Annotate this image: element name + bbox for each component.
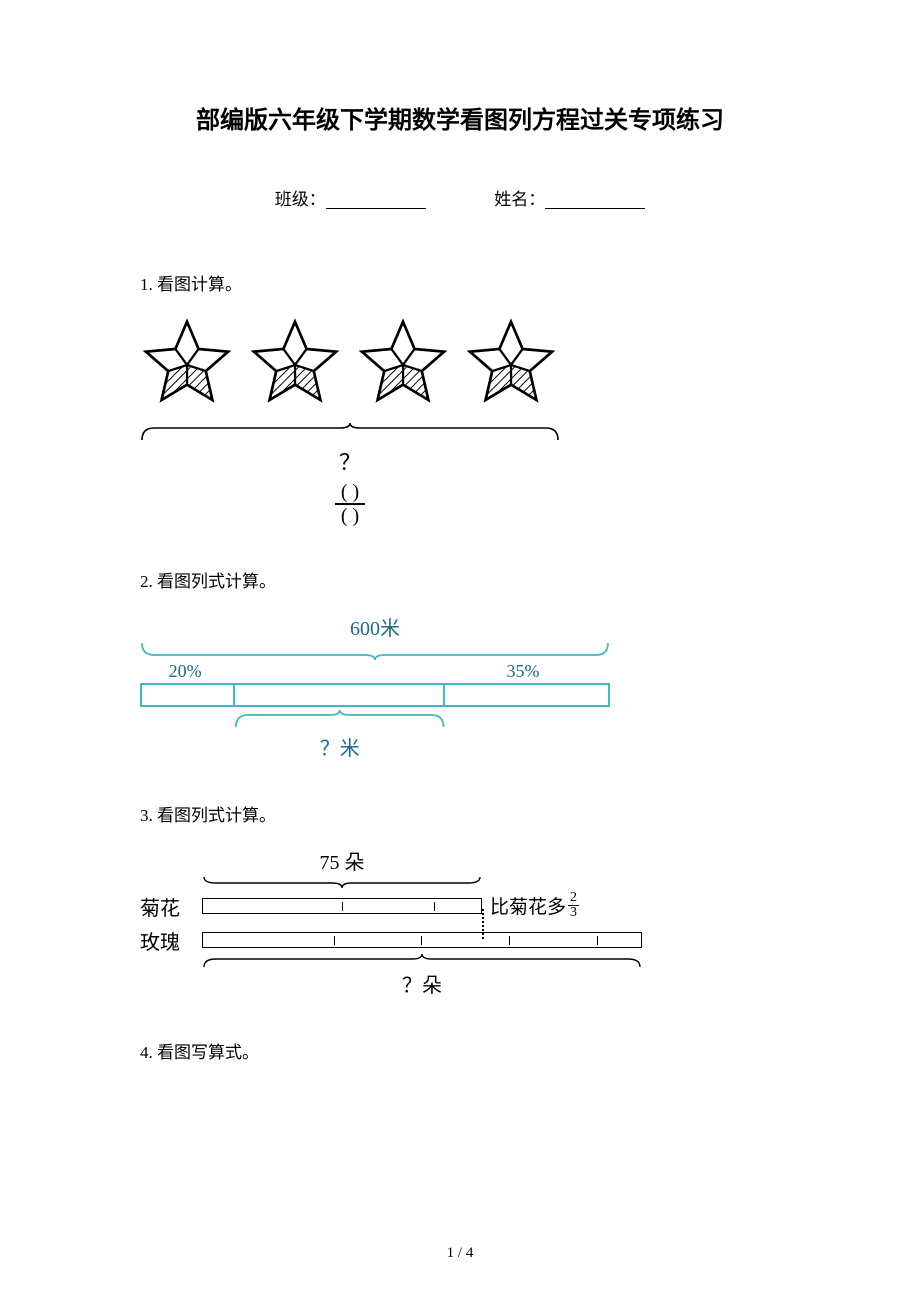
student-info: 班级： 姓名： bbox=[140, 185, 780, 210]
q2-segment-2 bbox=[445, 685, 608, 705]
q3-heading: 3. 看图列式计算。 bbox=[140, 801, 780, 826]
class-blank[interactable] bbox=[326, 193, 426, 209]
q3-note: 比菊花多 2 3 bbox=[490, 891, 579, 920]
star-icon bbox=[464, 315, 558, 415]
q1-question-mark: ？ bbox=[140, 445, 560, 477]
name-blank[interactable] bbox=[545, 193, 645, 209]
q4-heading: 4. 看图写算式。 bbox=[140, 1038, 780, 1063]
q3-note-fraction: 2 3 bbox=[568, 891, 579, 920]
q1-fraction-numerator[interactable]: ( ) bbox=[335, 481, 365, 505]
star-icon bbox=[356, 315, 450, 415]
q1-fraction: ( ) ( ) bbox=[335, 481, 365, 527]
star-icon bbox=[248, 315, 342, 415]
q2-total-label: 600米 bbox=[140, 612, 610, 641]
q2-heading: 2. 看图列式计算。 bbox=[140, 567, 780, 592]
q2-segment-0 bbox=[142, 685, 235, 705]
q3-row2-label: 玫瑰 bbox=[140, 926, 202, 955]
q3-figure: 75 朵 菊花 比菊花多 2 3 玫瑰 ？朵 bbox=[140, 846, 780, 998]
q2-segment-1 bbox=[235, 685, 445, 705]
name-label: 姓名： bbox=[494, 190, 545, 209]
q1-heading: 1. 看图计算。 bbox=[140, 270, 780, 295]
q1-figure: ？ ( ) ( ) bbox=[140, 315, 780, 527]
q3-row1-label: 菊花 bbox=[140, 892, 202, 921]
page-title: 部编版六年级下学期数学看图列方程过关专项练习 bbox=[140, 100, 780, 135]
q3-note-text: 比菊花多 bbox=[490, 892, 566, 919]
star-icon bbox=[140, 315, 234, 415]
q2-seg-label-2: 35% bbox=[506, 661, 539, 682]
q2-figure: 600米 20% 35% ？米 bbox=[140, 612, 780, 761]
page-footer: 1 / 4 bbox=[0, 1245, 920, 1262]
class-label: 班级： bbox=[275, 190, 326, 209]
q2-seg-label-0: 20% bbox=[169, 661, 202, 682]
q2-unknown-label: ？米 bbox=[234, 732, 446, 761]
q3-top-label: 75 朵 bbox=[202, 846, 482, 875]
q3-unknown-label: ？朵 bbox=[202, 969, 642, 998]
q1-fraction-denominator[interactable]: ( ) bbox=[335, 505, 365, 527]
